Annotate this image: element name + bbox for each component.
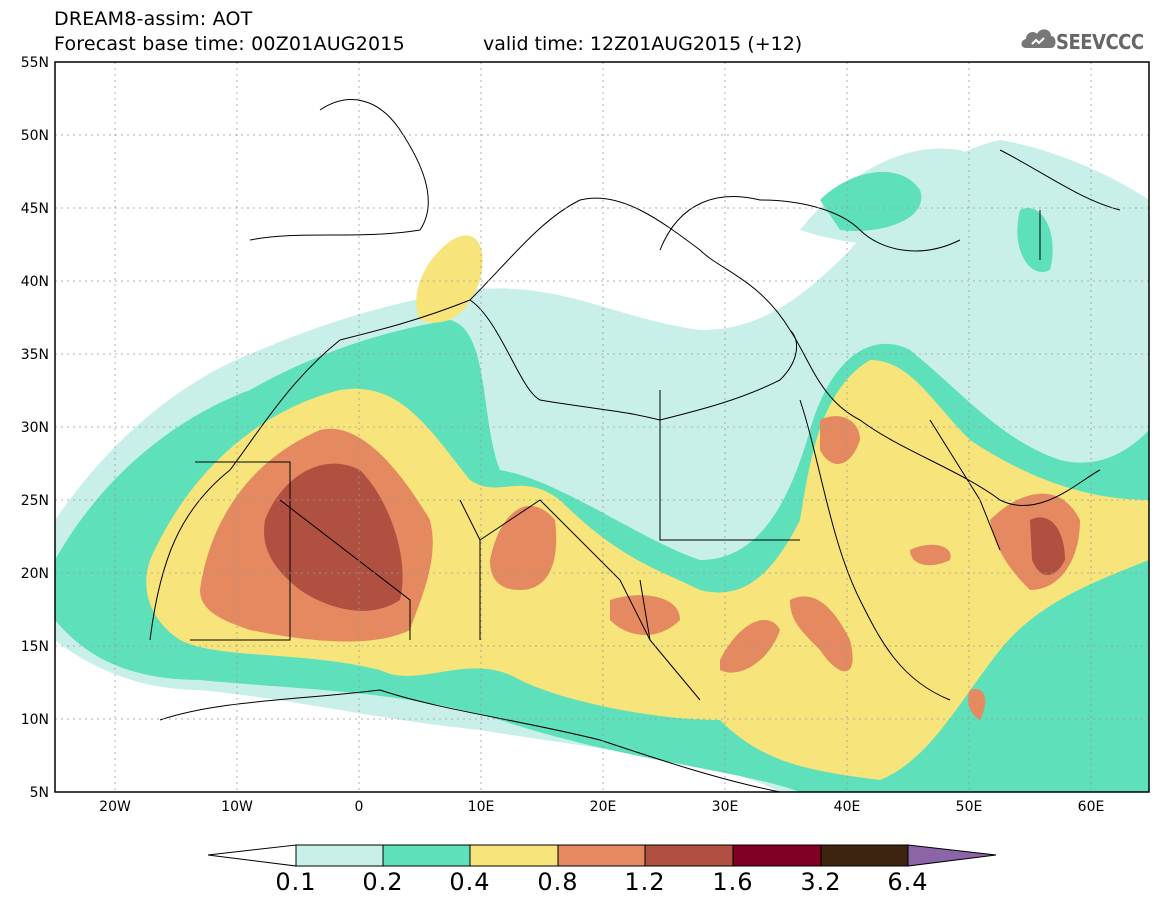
lat-label: 50N bbox=[21, 128, 49, 144]
colorbar-segment bbox=[644, 844, 734, 867]
lat-label: 15N bbox=[21, 639, 49, 655]
logo-text: SEEVCCC bbox=[1056, 30, 1144, 54]
lon-label: 20W bbox=[99, 799, 131, 815]
lat-label: 55N bbox=[21, 55, 49, 71]
lon-label: 10E bbox=[468, 799, 495, 815]
lat-label: 20N bbox=[21, 566, 49, 582]
colorbar-segment bbox=[557, 844, 646, 867]
logo: SEEVCCC bbox=[1016, 22, 1156, 58]
colorbar-left-arrow bbox=[207, 844, 297, 867]
lon-label: 10W bbox=[221, 799, 253, 815]
colorbar-label: 0.2 bbox=[362, 868, 404, 896]
title-line1: DREAM8-assim: AOT bbox=[54, 8, 253, 30]
colorbar-segment bbox=[382, 844, 471, 867]
colorbar-label: 6.4 bbox=[887, 868, 929, 896]
colorbar-label: 1.6 bbox=[712, 868, 754, 896]
valid-time: valid time: 12Z01AUG2015 (+12) bbox=[483, 33, 803, 55]
colorbar-label: 0.1 bbox=[275, 868, 317, 896]
lat-label: 30N bbox=[21, 420, 49, 436]
lon-label: 60E bbox=[1078, 799, 1105, 815]
lon-label: 50E bbox=[956, 799, 983, 815]
lon-label: 20E bbox=[590, 799, 617, 815]
graticule bbox=[55, 62, 1149, 792]
lat-label: 5N bbox=[30, 785, 49, 801]
colorbar-label: 3.2 bbox=[800, 868, 842, 896]
cloud-icon bbox=[1021, 29, 1056, 48]
map-frame bbox=[54, 61, 1150, 793]
colorbar bbox=[207, 844, 997, 867]
lat-label: 35N bbox=[21, 347, 49, 363]
lat-label: 40N bbox=[21, 274, 49, 290]
colorbar-label: 0.4 bbox=[449, 868, 491, 896]
lon-axis: 20W 10W 0 10E 20E 30E 40E 50E 60E bbox=[99, 799, 1104, 815]
colorbar-segment bbox=[469, 844, 559, 867]
lat-label: 25N bbox=[21, 493, 49, 509]
lat-label: 10N bbox=[21, 712, 49, 728]
colorbar-label: 0.8 bbox=[537, 868, 579, 896]
colorbar-segment bbox=[732, 844, 822, 867]
colorbar-label: 1.2 bbox=[624, 868, 666, 896]
lon-label: 40E bbox=[834, 799, 861, 815]
lon-label: 0 bbox=[355, 799, 364, 815]
colorbar-right-arrow bbox=[907, 844, 997, 867]
lat-axis: 55N 50N 45N 40N 35N 30N 25N 20N 15N 10N … bbox=[21, 55, 49, 801]
lon-label: 30E bbox=[712, 799, 739, 815]
title-line2: Forecast base time: 00Z01AUG2015 bbox=[54, 33, 405, 55]
lat-label: 45N bbox=[21, 201, 49, 217]
colorbar-segment bbox=[820, 844, 909, 867]
colorbar-segment bbox=[295, 844, 384, 867]
